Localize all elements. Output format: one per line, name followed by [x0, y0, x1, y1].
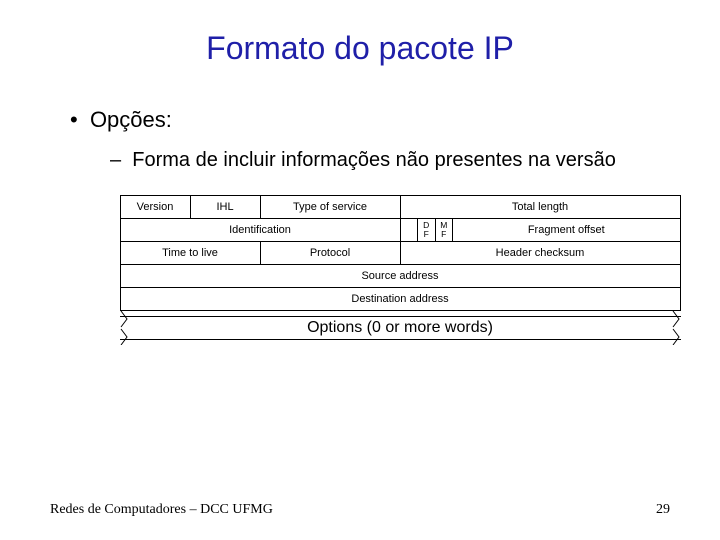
- field-fragment-offset: Fragment offset: [452, 218, 681, 242]
- header-row-options: Options (0 or more words): [120, 316, 680, 342]
- field-type-of-service: Type of service: [260, 195, 401, 219]
- ip-header-diagram: Version IHL Type of service Total length…: [120, 195, 680, 342]
- field-header-checksum: Header checksum: [400, 241, 681, 265]
- bullet-l2-text: Forma de incluir informações não present…: [132, 149, 616, 171]
- slide-footer: Redes de Computadores – DCC UFMG 29: [50, 502, 670, 518]
- field-flag-reserved: [400, 218, 419, 242]
- field-ihl: IHL: [190, 195, 261, 219]
- header-row-2: Time to live Protocol Header checksum: [120, 241, 680, 264]
- field-source-address: Source address: [120, 264, 681, 288]
- header-row-3: Source address: [120, 264, 680, 287]
- header-row-1: Identification DF MF Fragment offset: [120, 218, 680, 241]
- field-destination-address: Destination address: [120, 287, 681, 311]
- header-row-0: Version IHL Type of service Total length: [120, 195, 680, 218]
- footer-right: 29: [656, 502, 670, 518]
- bullet-l1-text: Opções:: [90, 107, 172, 132]
- field-version: Version: [120, 195, 191, 219]
- page-title: Formato do pacote IP: [50, 30, 670, 67]
- field-flag-df: DF: [417, 218, 436, 242]
- field-total-length: Total length: [400, 195, 681, 219]
- field-ttl: Time to live: [120, 241, 261, 265]
- bullet-level-1: • Opções:: [70, 107, 670, 133]
- field-identification: Identification: [120, 218, 401, 242]
- field-flag-mf: MF: [435, 218, 454, 242]
- field-protocol: Protocol: [260, 241, 401, 265]
- field-options: Options (0 or more words): [120, 316, 681, 340]
- bullet-level-2: – Forma de incluir informações não prese…: [110, 147, 670, 173]
- header-row-4: Destination address: [120, 287, 680, 310]
- footer-left: Redes de Computadores – DCC UFMG: [50, 502, 273, 518]
